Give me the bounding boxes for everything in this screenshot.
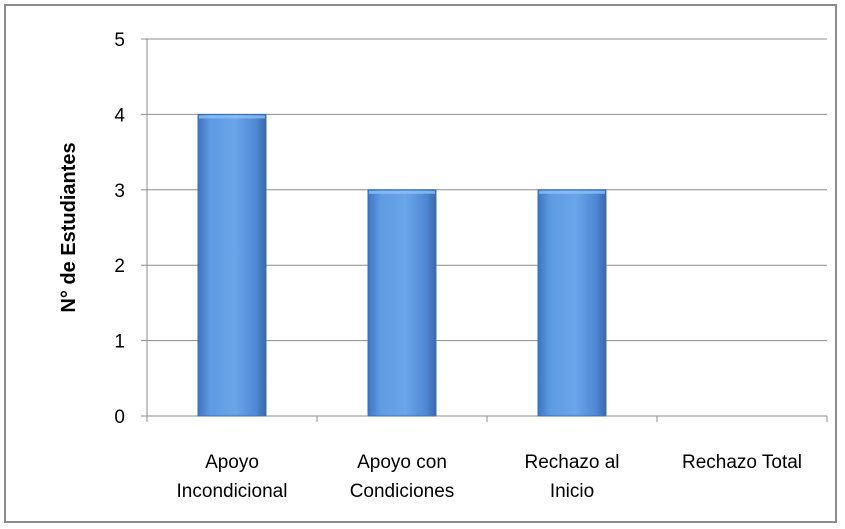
bar-highlight <box>369 190 435 194</box>
y-tick-label: 2 <box>114 256 125 277</box>
x-category-label: Condiciones <box>350 481 455 502</box>
y-tick-label: 1 <box>114 332 125 353</box>
y-tick-labels: 0 1 2 3 4 5 <box>114 30 125 428</box>
x-category-label: Apoyo <box>205 452 259 473</box>
x-category-label: Rechazo Total <box>682 452 802 473</box>
bar <box>367 189 437 417</box>
x-category-label: Apoyo con <box>357 452 447 473</box>
y-tick-label: 4 <box>114 105 125 126</box>
x-category-label: Rechazo al <box>524 452 619 473</box>
bar <box>197 113 267 417</box>
x-category-label: Inicio <box>550 481 594 502</box>
y-axis-label: N° de Estudiantes <box>58 142 80 312</box>
y-tick-label: 0 <box>114 407 125 428</box>
y-tick-label: 5 <box>114 30 125 51</box>
bars <box>197 113 607 417</box>
bar-highlight <box>539 190 605 194</box>
bar-highlight <box>199 115 265 119</box>
bar <box>537 189 607 417</box>
y-tick-label: 3 <box>114 181 125 202</box>
x-category-labels: Apoyo Incondicional Apoyo con Condiciones Re… <box>177 452 802 502</box>
x-category-label: Incondicional <box>177 481 288 502</box>
